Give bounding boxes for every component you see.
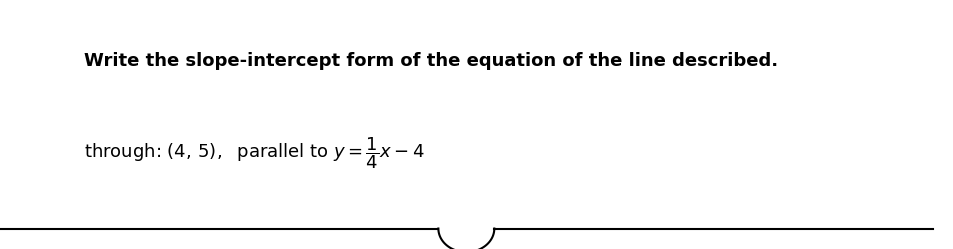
Text: Write the slope-intercept form of the equation of the line described.: Write the slope-intercept form of the eq…	[84, 52, 778, 70]
Text: through: $\left(4,\, 5\right),$  parallel to $y = \dfrac{1}{4}x - 4$: through: $\left(4,\, 5\right),$ parallel…	[84, 135, 424, 171]
